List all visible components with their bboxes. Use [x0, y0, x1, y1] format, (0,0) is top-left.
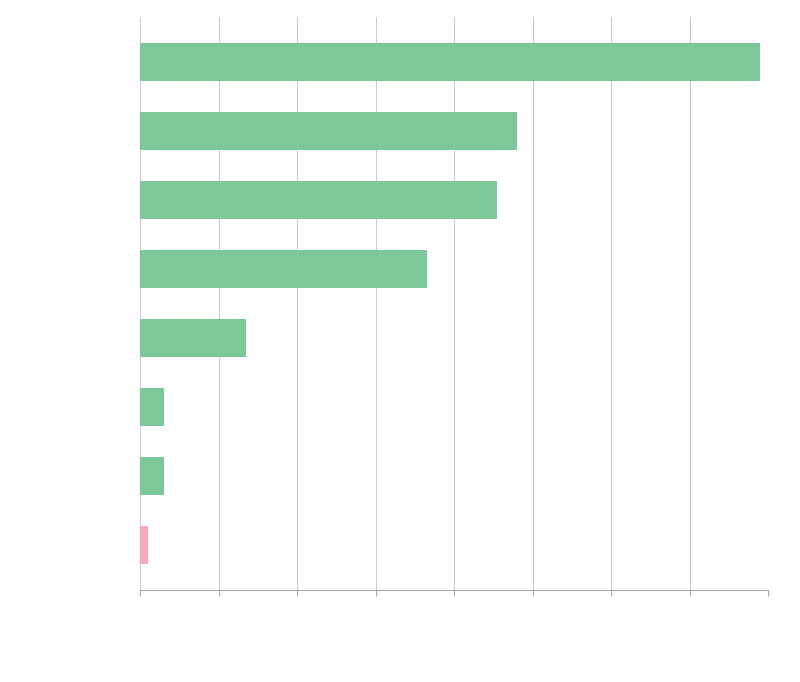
Bar: [140, 388, 163, 426]
Bar: [140, 181, 497, 219]
Bar: [140, 43, 760, 81]
Bar: [140, 526, 148, 564]
Bar: [140, 112, 517, 150]
Bar: [140, 319, 246, 357]
Bar: [140, 457, 163, 495]
Bar: [140, 250, 426, 288]
